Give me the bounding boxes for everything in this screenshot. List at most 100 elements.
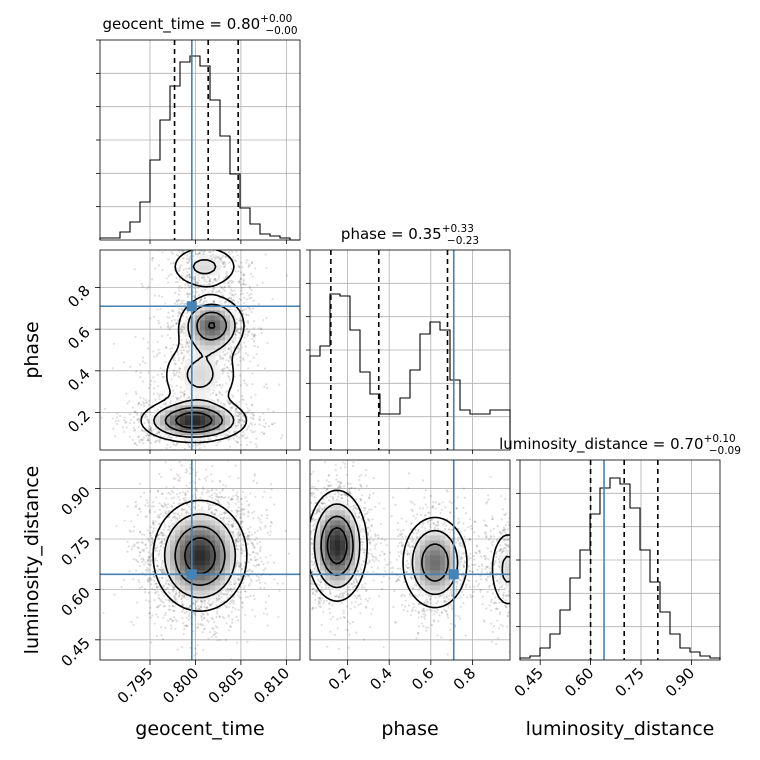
scatter-point: [163, 565, 166, 568]
density-cell: [190, 395, 196, 401]
scatter-point: [246, 259, 249, 262]
scatter-point: [169, 336, 172, 340]
scatter-point: [128, 413, 131, 416]
scatter-point: [175, 473, 179, 476]
scatter-point: [149, 532, 152, 535]
scatter-point: [169, 325, 173, 329]
scatter-point: [247, 575, 250, 578]
scatter-point: [250, 311, 253, 314]
scatter-point: [234, 464, 237, 467]
scatter-point: [249, 578, 252, 581]
scatter-point: [219, 300, 222, 303]
scatter-point: [242, 508, 245, 511]
scatter-point: [166, 443, 169, 446]
scatter-point: [145, 515, 148, 518]
scatter-point: [155, 559, 158, 562]
scatter-point: [122, 361, 126, 364]
scatter-point: [165, 346, 168, 349]
scatter-point: [248, 539, 252, 542]
scatter-point: [211, 602, 214, 606]
scatter-point: [202, 616, 205, 620]
scatter-point: [186, 275, 189, 278]
scatter-point: [197, 247, 199, 249]
scatter-point: [188, 612, 191, 615]
scatter-point: [128, 400, 131, 403]
scatter-point: [187, 267, 190, 270]
scatter-point: [147, 563, 151, 566]
scatter-point: [147, 551, 150, 554]
scatter-point: [178, 591, 181, 595]
scatter-point: [203, 297, 207, 300]
scatter-point: [217, 241, 219, 243]
scatter-point: [183, 390, 186, 393]
scatter-point: [215, 361, 218, 365]
scatter-point: [220, 496, 223, 499]
scatter-point: [215, 435, 219, 438]
scatter-point: [182, 299, 185, 302]
scatter-point: [186, 503, 189, 506]
scatter-point: [201, 236, 203, 238]
scatter-point: [149, 490, 152, 493]
density-cell: [190, 330, 196, 336]
density-cell: [205, 415, 211, 421]
scatter-point: [202, 488, 205, 491]
scatter-point: [178, 311, 181, 314]
scatter-point: [153, 576, 156, 579]
scatter-point: [219, 601, 222, 604]
scatter-point: [155, 591, 158, 594]
scatter-point: [246, 291, 249, 295]
scatter-point: [225, 433, 228, 436]
scatter-point: [239, 520, 243, 524]
scatter-point: [168, 592, 172, 595]
scatter-point: [178, 479, 181, 482]
scatter-point: [238, 412, 241, 415]
scatter-point: [259, 586, 262, 590]
scatter-point: [178, 397, 181, 400]
scatter-point: [156, 490, 160, 493]
scatter-point: [196, 643, 199, 646]
scatter-point: [142, 337, 145, 340]
scatter-point: [184, 345, 187, 348]
scatter-point: [184, 302, 187, 305]
scatter-point: [181, 617, 184, 620]
scatter-point: [138, 363, 142, 366]
scatter-point: [231, 588, 234, 591]
scatter-point: [188, 466, 192, 469]
scatter-point: [249, 292, 253, 296]
scatter-point: [179, 342, 182, 345]
scatter-point: [177, 474, 180, 477]
scatter-point: [153, 588, 156, 591]
scatter-point: [123, 416, 126, 419]
density-cell: [195, 395, 201, 401]
scatter-point: [133, 543, 136, 546]
scatter-point: [167, 491, 170, 494]
scatter-point: [137, 436, 140, 439]
scatter-point: [213, 287, 216, 290]
scatter-point: [163, 523, 167, 526]
density-cell: [200, 410, 206, 416]
scatter-point: [201, 486, 205, 489]
scatter-point: [214, 257, 217, 260]
scatter-point: [246, 321, 250, 324]
scatter-point: [146, 439, 149, 442]
scatter-point: [215, 508, 218, 512]
scatter-point: [203, 277, 206, 280]
scatter-point: [222, 261, 225, 264]
scatter-point: [239, 356, 242, 359]
scatter-point: [252, 517, 255, 520]
scatter-point: [180, 595, 183, 598]
scatter-point: [170, 505, 173, 508]
scatter-point: [246, 354, 250, 357]
scatter-point: [230, 610, 233, 614]
scatter-point: [188, 286, 191, 289]
scatter-point: [193, 281, 196, 284]
density-cell: [205, 410, 211, 416]
scatter-point: [136, 418, 139, 422]
scatter-point: [177, 496, 180, 499]
scatter-point: [235, 435, 239, 438]
scatter-point: [175, 598, 178, 601]
scatter-point: [188, 259, 191, 262]
scatter-point: [143, 416, 146, 419]
scatter-point: [181, 610, 184, 614]
scatter-point: [147, 420, 150, 423]
